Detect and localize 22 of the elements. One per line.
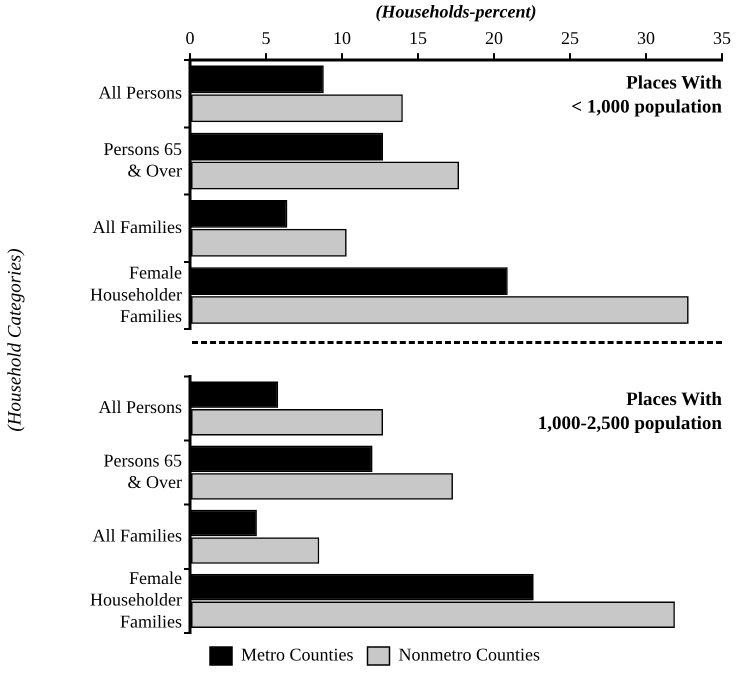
x-tick-label: 25	[561, 28, 579, 48]
legend-label: Nonmetro Counties	[398, 644, 540, 665]
y-tick-label: All Persons	[98, 397, 182, 418]
annotation: Places With 1,000-2,500 population	[538, 388, 722, 434]
y-tick-label: Persons 65 & Over	[103, 139, 182, 181]
y-tick-label: All Persons	[98, 82, 182, 103]
x-axis-title: (Households-percent)	[376, 1, 536, 22]
x-tick-label: 10	[333, 28, 351, 48]
x-tick-label: 30	[637, 28, 655, 48]
x-tick-label: 15	[409, 28, 427, 48]
x-tick-label: 20	[485, 28, 503, 48]
y-axis-title: (Household Categories)	[5, 248, 27, 432]
legend-label: Metro Counties	[241, 644, 354, 665]
y-tick-label: All Families	[92, 217, 182, 238]
y-tick-label: Persons 65 & Over	[103, 450, 182, 492]
x-tick-label: 5	[262, 28, 270, 48]
y-tick-label: Female Householder Families	[90, 262, 182, 326]
annotation: Places With < 1,000 population	[571, 72, 722, 118]
x-tick-label: 0	[186, 28, 194, 48]
y-tick-label: Female Householder Families	[90, 568, 182, 632]
y-tick-label: All Families	[92, 526, 182, 546]
x-tick-label: 35	[713, 28, 731, 48]
